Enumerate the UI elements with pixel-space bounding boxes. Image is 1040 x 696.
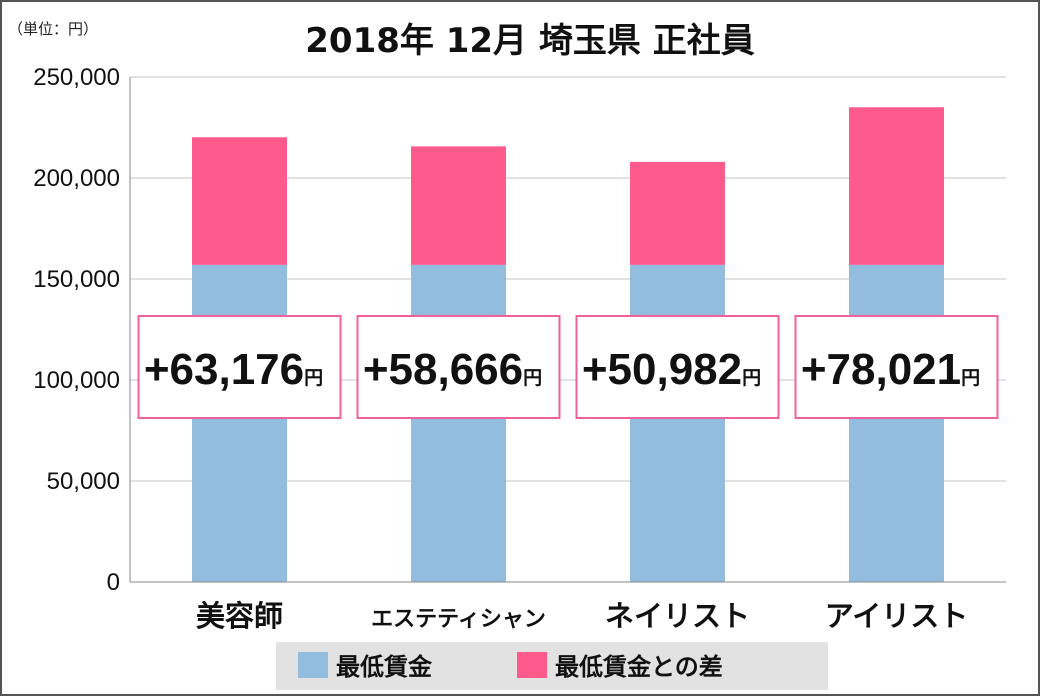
y-tick-label: 100,000 [33,367,120,394]
legend-swatch [298,652,328,678]
annotation-box [794,315,999,419]
bar-minimum-wage [192,264,287,582]
y-tick-label: 0 [107,569,120,596]
x-category-label: エステティシャン [371,607,546,632]
legend-background [276,642,828,690]
difference-annotations: +63,176円 +58,666円 +50,982円 +78,021円 [137,315,999,419]
y-tick-label: 50,000 [47,468,120,495]
bar-minimum-wage [849,264,944,582]
x-category-label: アイリスト [825,599,969,633]
bar-difference [411,146,506,265]
y-tick-label: 150,000 [33,266,120,293]
annotation-label: +50,982円 [582,345,761,394]
bar-difference [849,107,944,265]
annotation-label: +78,021円 [801,345,980,394]
legend-entry: 最低賃金との差 [555,653,723,681]
y-axis-ticks: 0 50,000 100,000 150,000 200,000 250,000 [33,64,120,596]
bar-difference [192,137,287,265]
unit-label: （単位：円） [8,20,98,38]
legend: 最低賃金 最低賃金との差 [276,642,828,690]
bar-minimum-wage [411,264,506,582]
annotation-box [137,315,342,419]
y-tick-label: 200,000 [33,165,120,192]
category-labels: 美容師 エステティシャン ネイリスト アイリスト [196,599,968,633]
y-tick-label: 250,000 [33,64,120,91]
chart-title: 2018年 12月 埼玉県 正社員 [305,21,754,61]
legend-entry: 最低賃金 [336,653,433,681]
annotation-label: +58,666円 [363,345,542,394]
legend-swatch [517,652,547,678]
bar-minimum-wage [630,264,725,582]
annotation-box [575,315,780,419]
bar-difference [630,161,725,265]
x-category-label: ネイリスト [605,599,750,633]
annotation-box [356,315,561,419]
annotation-label: +63,176円 [144,345,323,394]
x-category-label: 美容師 [196,599,283,633]
